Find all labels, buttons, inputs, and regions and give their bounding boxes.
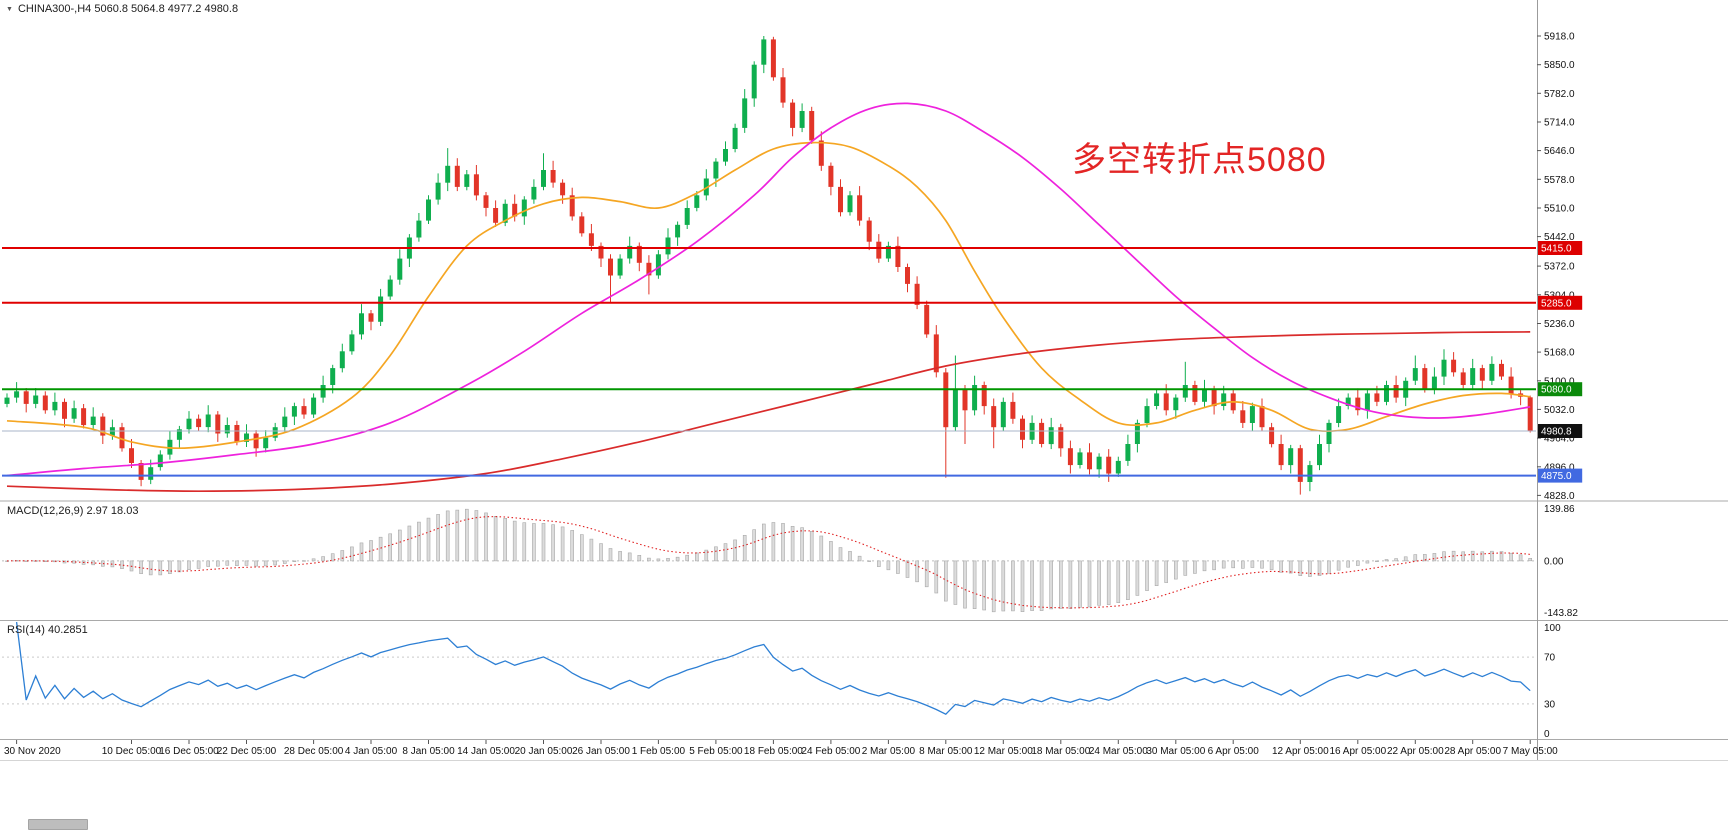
- svg-text:5168.0: 5168.0: [1544, 348, 1575, 359]
- svg-text:18 Mar 05:00: 18 Mar 05:00: [1031, 746, 1090, 757]
- annotation-text: 多空转折点5080: [1072, 141, 1327, 179]
- svg-text:5415.0: 5415.0: [1541, 244, 1572, 255]
- svg-text:30: 30: [1544, 699, 1556, 710]
- svg-text:30 Nov 2020: 30 Nov 2020: [4, 746, 61, 757]
- svg-text:5714.0: 5714.0: [1544, 118, 1575, 129]
- svg-text:8 Mar 05:00: 8 Mar 05:00: [919, 746, 973, 757]
- svg-text:5285.0: 5285.0: [1541, 298, 1572, 309]
- svg-text:12 Mar 05:00: 12 Mar 05:00: [974, 746, 1033, 757]
- svg-text:24 Mar 05:00: 24 Mar 05:00: [1089, 746, 1148, 757]
- svg-text:2 Mar 05:00: 2 Mar 05:00: [862, 746, 916, 757]
- horizontal-levels[interactable]: [2, 247, 1536, 477]
- svg-text:5918.0: 5918.0: [1544, 32, 1575, 43]
- rsi-line: [15, 621, 1531, 715]
- svg-text:5510.0: 5510.0: [1544, 204, 1575, 215]
- rsi-indicator-label: RSI(14) 40.2851: [7, 624, 88, 636]
- svg-text:4980.8: 4980.8: [1541, 427, 1572, 438]
- price-axis: 5918.0 5850.0 5782.0 5714.0 5646.0 5578.0 5510…: [1537, 32, 1578, 740]
- svg-text:-143.82: -143.82: [1544, 608, 1578, 619]
- svg-text:22 Dec 05:00: 22 Dec 05:00: [217, 746, 277, 757]
- price-tag-4875.0: [1538, 468, 1583, 483]
- svg-text:4875.0: 4875.0: [1541, 471, 1572, 482]
- symbol-ohlc-text: CHINA300-,H4 5060.8 5064.8 4977.2 4980.8: [17, 3, 239, 15]
- horizontal-scrollbar-thumb[interactable]: [28, 819, 88, 830]
- svg-text:24 Feb 05:00: 24 Feb 05:00: [801, 746, 860, 757]
- ma-slow-red: [6, 331, 1531, 493]
- macd-indicator-label: MACD(12,26,9) 2.97 18.03: [7, 505, 139, 517]
- svg-text:4 Jan 05:00: 4 Jan 05:00: [345, 746, 398, 757]
- svg-text:28 Apr 05:00: 28 Apr 05:00: [1444, 746, 1501, 757]
- svg-text:5372.0: 5372.0: [1544, 262, 1575, 273]
- ma-fast-orange: [6, 141, 1531, 450]
- ma-mid-magenta: [6, 102, 1531, 477]
- svg-text:5578.0: 5578.0: [1544, 175, 1575, 186]
- rsi-pane: [2, 621, 1536, 715]
- svg-text:5850.0: 5850.0: [1544, 60, 1575, 71]
- svg-text:12 Apr 05:00: 12 Apr 05:00: [1272, 746, 1329, 757]
- svg-text:139.86: 139.86: [1544, 504, 1575, 515]
- svg-text:30 Mar 05:00: 30 Mar 05:00: [1146, 746, 1205, 757]
- svg-text:0: 0: [1544, 729, 1550, 740]
- candlesticks[interactable]: [4, 36, 1533, 495]
- price-tag-4980.8: [1538, 424, 1583, 438]
- svg-text:7 May 05:00: 7 May 05:00: [1503, 746, 1558, 757]
- svg-text:6 Apr 05:00: 6 Apr 05:00: [1208, 746, 1260, 757]
- svg-text:28 Dec 05:00: 28 Dec 05:00: [284, 746, 344, 757]
- svg-text:1 Feb 05:00: 1 Feb 05:00: [632, 746, 686, 757]
- svg-text:22 Apr 05:00: 22 Apr 05:00: [1387, 746, 1444, 757]
- price-tag-5080.0: [1538, 382, 1583, 397]
- svg-text:16 Apr 05:00: 16 Apr 05:00: [1329, 746, 1386, 757]
- svg-text:5 Feb 05:00: 5 Feb 05:00: [689, 746, 743, 757]
- macd-pane: [2, 508, 1536, 613]
- pane-separators: [0, 0, 1728, 761]
- svg-text:10 Dec 05:00: 10 Dec 05:00: [102, 746, 162, 757]
- svg-text:14 Jan 05:00: 14 Jan 05:00: [457, 746, 515, 757]
- price-tag-5415.0: [1538, 241, 1583, 255]
- svg-text:4896.0: 4896.0: [1544, 462, 1575, 473]
- svg-text:4964.0: 4964.0: [1544, 434, 1575, 445]
- svg-text:0.00: 0.00: [1544, 556, 1564, 567]
- price-tag-5285.0: [1538, 295, 1583, 310]
- price-tags: 5415.0 5285.0 5080.0 4875.0 4980.8: [1538, 241, 1583, 483]
- svg-text:5442.0: 5442.0: [1544, 232, 1575, 243]
- svg-text:4828.0: 4828.0: [1544, 491, 1575, 502]
- svg-text:18 Feb 05:00: 18 Feb 05:00: [744, 746, 803, 757]
- svg-text:5100.0: 5100.0: [1544, 376, 1575, 387]
- symbol-ohlc: ▼ CHINA300-,H4 5060.8 5064.8 4977.2 4980…: [6, 3, 238, 15]
- svg-text:5032.0: 5032.0: [1544, 405, 1575, 416]
- svg-text:70: 70: [1544, 653, 1556, 664]
- svg-text:20 Jan 05:00: 20 Jan 05:00: [515, 746, 573, 757]
- moving-averages: [6, 102, 1531, 493]
- svg-text:26 Jan 05:00: 26 Jan 05:00: [572, 746, 630, 757]
- svg-text:5782.0: 5782.0: [1544, 89, 1575, 100]
- svg-text:5236.0: 5236.0: [1544, 319, 1575, 330]
- svg-text:100: 100: [1544, 623, 1561, 634]
- svg-text:5646.0: 5646.0: [1544, 146, 1575, 157]
- collapse-arrow-icon[interactable]: ▼: [6, 5, 13, 13]
- svg-text:5080.0: 5080.0: [1541, 385, 1572, 396]
- svg-text:16 Dec 05:00: 16 Dec 05:00: [159, 746, 219, 757]
- svg-text:8 Jan 05:00: 8 Jan 05:00: [402, 746, 455, 757]
